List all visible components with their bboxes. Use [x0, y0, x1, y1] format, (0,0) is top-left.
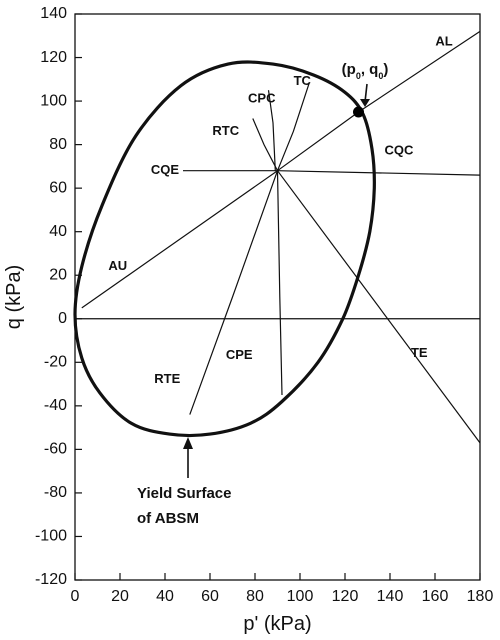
plot-border	[74, 13, 481, 581]
y-tick-label: -20	[44, 354, 67, 371]
path-cpe	[276, 170, 283, 396]
curves	[73, 30, 481, 478]
stress-point-label-part: , q	[361, 61, 379, 78]
label-tc: TC	[294, 73, 312, 88]
yield-surface-label-line-1: Yield Surface	[137, 485, 231, 502]
x-tick-label: 120	[332, 588, 359, 605]
path-cqc	[277, 170, 481, 176]
y-tick-label: 20	[49, 266, 67, 283]
label-al: AL	[435, 34, 452, 49]
y-tick-label: 100	[40, 92, 67, 109]
yield-surface-curve	[73, 60, 376, 438]
stress-point-label-part: )	[383, 61, 388, 78]
x-tick-label: 180	[467, 588, 494, 605]
yield-surface-arrowhead	[183, 437, 193, 449]
stress-point-label-part: 0	[356, 71, 361, 81]
plot-frame	[74, 13, 481, 581]
stress-point-arrowhead	[360, 99, 370, 107]
label-rte: RTE	[154, 371, 180, 386]
stress-point-label-part: 0	[378, 71, 383, 81]
path-rte	[189, 170, 279, 415]
label-cqc: CQC	[385, 143, 415, 158]
y-tick-label: -40	[44, 397, 67, 414]
y-tick-label: 120	[40, 49, 67, 66]
stress-point-label-part: (p	[342, 61, 356, 78]
yield-surface-label-line-2: of ABSM	[137, 510, 199, 527]
x-tick-label: 60	[201, 588, 219, 605]
y-tick-label: -100	[35, 528, 67, 545]
x-tick-label: 140	[377, 588, 404, 605]
path-al	[277, 30, 481, 172]
label-cpe: CPE	[226, 347, 253, 362]
y-tick-label: -80	[44, 484, 67, 501]
y-tick-label: -120	[35, 571, 67, 588]
x-tick-label: 40	[156, 588, 174, 605]
path-au	[81, 170, 278, 309]
path-cpc	[267, 90, 276, 171]
x-tick-label: 0	[71, 588, 80, 605]
y-tick-label: 60	[49, 179, 67, 196]
label-te: TE	[411, 345, 428, 360]
path-tc	[276, 83, 310, 171]
x-axis-title: p' (kPa)	[243, 613, 311, 635]
stress-point-marker	[353, 106, 364, 118]
x-tick-label: 100	[287, 588, 314, 605]
label-au: AU	[108, 258, 127, 273]
y-tick-label: 80	[49, 136, 67, 153]
label-cqe: CQE	[151, 162, 180, 177]
axes: 0 20 40 60 80 100 120 140 160 180 -120 -100 -80 -60 -4…	[3, 5, 493, 635]
y-tick-label: -60	[44, 441, 67, 458]
label-rtc: RTC	[212, 123, 239, 138]
y-axis-title: q (kPa)	[3, 265, 25, 329]
y-tick-label: 40	[49, 223, 67, 240]
x-tick-label: 20	[111, 588, 129, 605]
x-tick-label: 160	[422, 588, 449, 605]
x-tick-label: 80	[246, 588, 264, 605]
label-cpc: CPC	[248, 90, 276, 105]
y-tick-label: 140	[40, 5, 67, 22]
path-te	[277, 170, 481, 444]
y-tick-label: 0	[58, 310, 67, 327]
path-rtc	[252, 118, 279, 171]
stress-point-label: (p0, q0)	[342, 61, 389, 81]
